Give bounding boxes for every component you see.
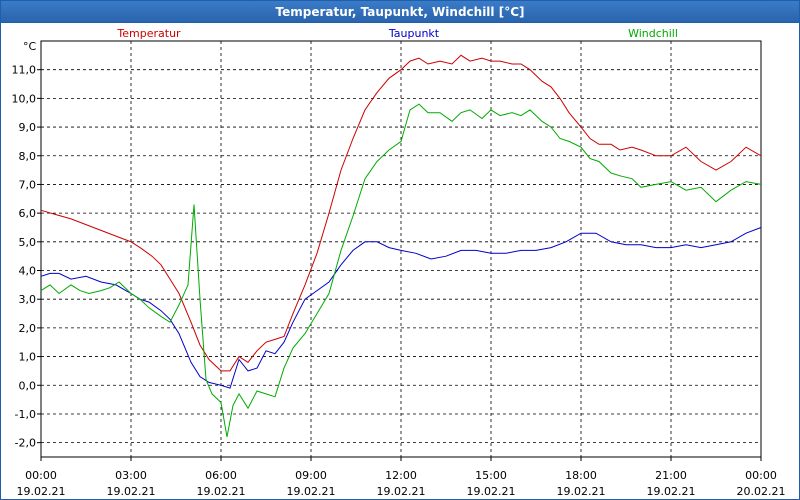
y-tick-label: 7,0 bbox=[19, 178, 37, 191]
x-tick-time: 21:00 bbox=[655, 469, 687, 482]
x-tick-time: 00:00 bbox=[25, 469, 57, 482]
y-tick-label: 5,0 bbox=[19, 236, 37, 249]
plot-area bbox=[40, 40, 762, 458]
x-tick-time: 06:00 bbox=[205, 469, 237, 482]
series-line-temperatur bbox=[40, 54, 762, 372]
x-tick-date: 20.02.21 bbox=[737, 485, 786, 498]
y-tick-label: 1,0 bbox=[19, 351, 37, 364]
y-axis: -2,0 -1,0 0,0 1,0 2,0 3,0 4,0 5,0 6,0 7,0 8,0 9,0 10… bbox=[12, 64, 41, 450]
series-line-taupunkt bbox=[40, 227, 762, 389]
y-tick-label: 0,0 bbox=[19, 379, 37, 392]
x-tick-time: 03:00 bbox=[115, 469, 147, 482]
y-tick-label: -2,0 bbox=[15, 437, 36, 450]
x-tick-date: 19.02.21 bbox=[107, 485, 156, 498]
y-tick-label: 3,0 bbox=[19, 293, 37, 306]
series-line-windchill bbox=[40, 103, 762, 437]
chart-canvas: -2,0 -1,0 0,0 1,0 2,0 3,0 4,0 5,0 6,0 7,0 8,0 9,0 10… bbox=[12, 27, 786, 498]
x-tick-time: 00:00 bbox=[745, 469, 777, 482]
grid-lines bbox=[41, 41, 761, 457]
y-tick-label: 10,0 bbox=[12, 92, 37, 105]
y-tick-label: 8,0 bbox=[19, 150, 37, 163]
x-tick-time: 09:00 bbox=[295, 469, 327, 482]
x-axis: 00:00 19.02.21 03:00 19.02.21 06:00 19.02.21 0… bbox=[17, 457, 786, 498]
x-tick-date: 19.02.21 bbox=[287, 485, 336, 498]
y-axis-unit: °C bbox=[23, 40, 37, 53]
y-tick-label: -1,0 bbox=[15, 408, 36, 421]
x-tick-date: 19.02.21 bbox=[647, 485, 696, 498]
x-tick-date: 19.02.21 bbox=[467, 485, 516, 498]
y-tick-label: 4,0 bbox=[19, 265, 37, 278]
legend-taupunkt: Taupunkt bbox=[388, 27, 440, 40]
legend-temperatur: Temperatur bbox=[116, 27, 181, 40]
window-title: Temperatur, Taupunkt, Windchill [°C] bbox=[1, 1, 799, 23]
y-tick-label: 9,0 bbox=[19, 121, 37, 134]
y-tick-label: 2,0 bbox=[19, 322, 37, 335]
x-tick-date: 19.02.21 bbox=[377, 485, 426, 498]
series-lines bbox=[40, 54, 762, 437]
x-tick-date: 19.02.21 bbox=[17, 485, 66, 498]
y-tick-label: 11,0 bbox=[12, 64, 37, 77]
y-tick-label: 6,0 bbox=[19, 207, 37, 220]
x-tick-date: 19.02.21 bbox=[197, 485, 246, 498]
x-tick-date: 19.02.21 bbox=[557, 485, 606, 498]
x-tick-time: 12:00 bbox=[385, 469, 417, 482]
x-tick-time: 15:00 bbox=[475, 469, 507, 482]
x-tick-time: 18:00 bbox=[565, 469, 597, 482]
legend-windchill: Windchill bbox=[628, 27, 678, 40]
legend: Temperatur Taupunkt Windchill bbox=[116, 27, 678, 40]
